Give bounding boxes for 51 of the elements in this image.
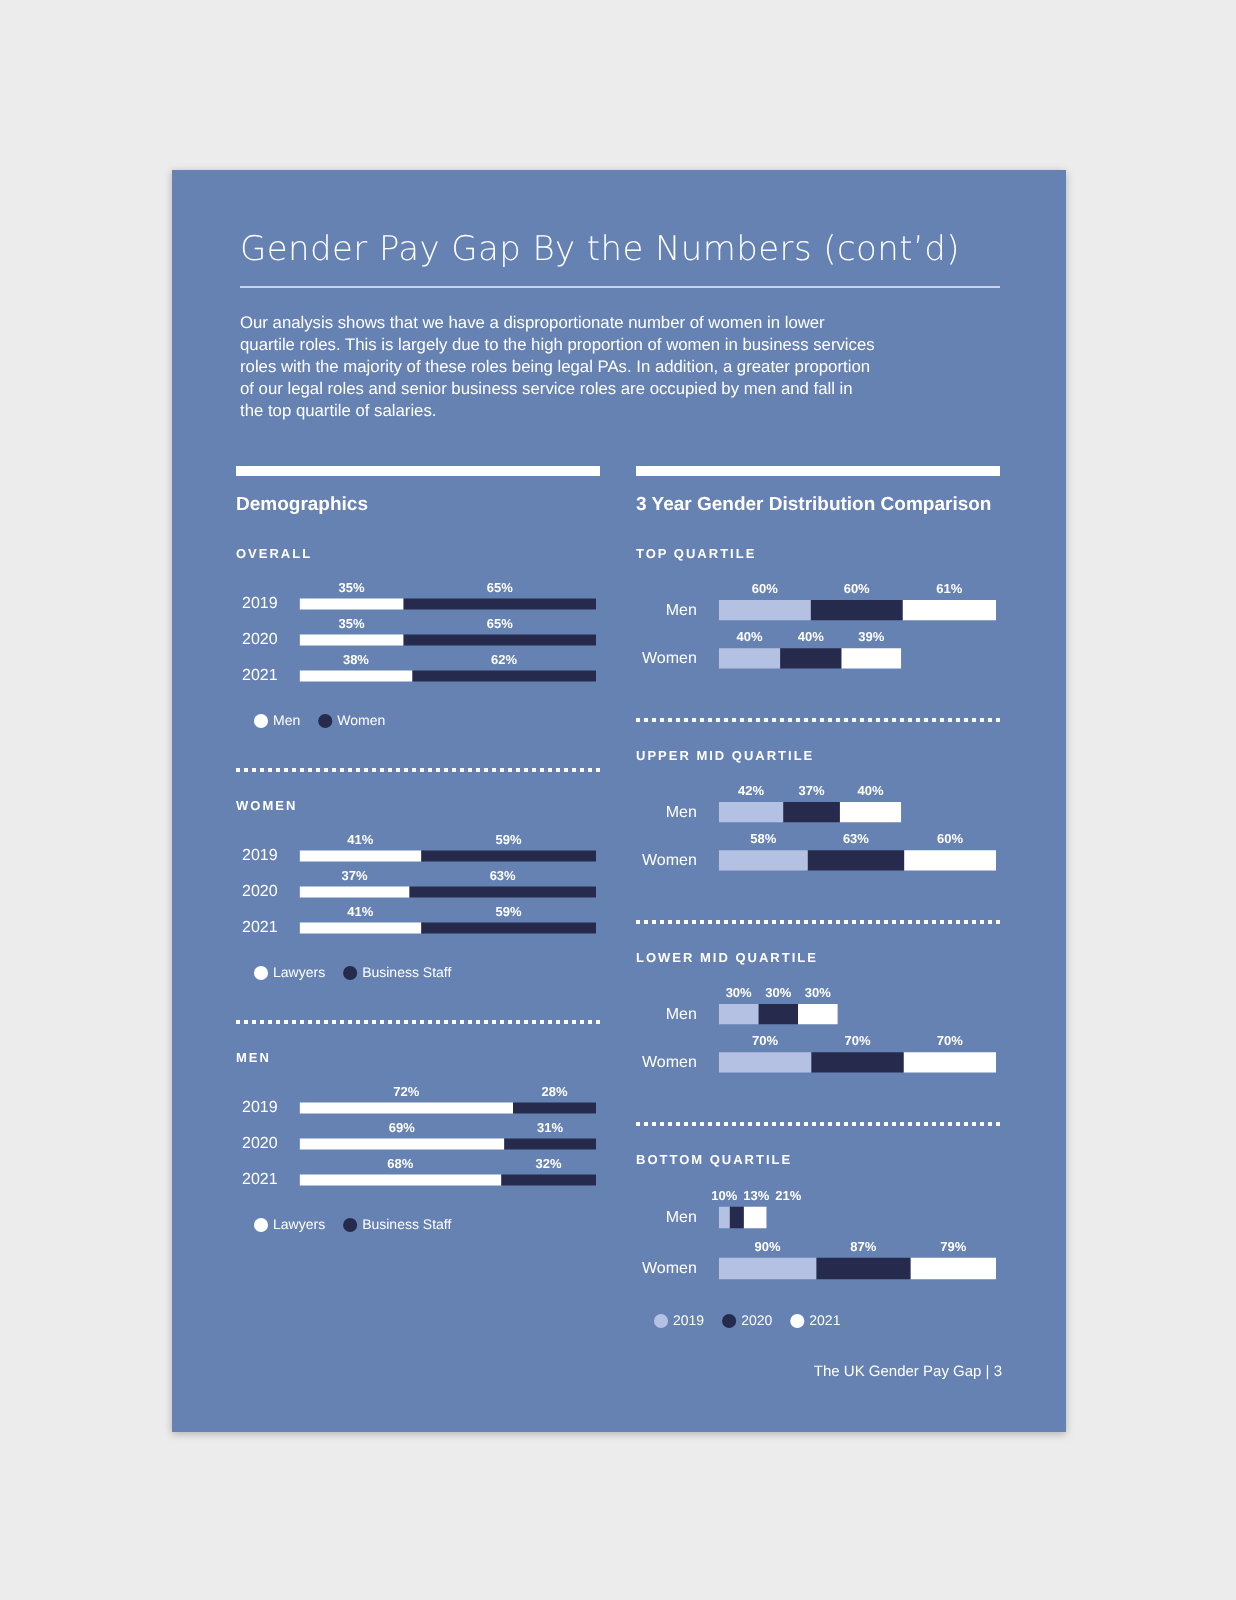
bar (783, 801, 840, 823)
y-tick-label: Women (641, 1052, 697, 1071)
bar (718, 599, 811, 621)
y-tick-label: Men (665, 802, 697, 821)
bar (807, 850, 905, 871)
bar (718, 1206, 730, 1229)
bar (718, 1003, 759, 1025)
bar (718, 1052, 812, 1073)
y-tick-label: 2019 (242, 1098, 279, 1117)
bar (902, 599, 996, 621)
bar (743, 1206, 767, 1229)
bar (718, 850, 808, 871)
bar (729, 1206, 744, 1229)
y-tick-label: 2021 (242, 918, 279, 937)
bar (718, 648, 781, 669)
bar (841, 648, 902, 669)
bar (299, 1138, 505, 1150)
y-tick-label: 2020 (242, 1134, 279, 1153)
bar (504, 1138, 596, 1150)
bar (811, 1052, 904, 1073)
y-tick-label: 2021 (242, 666, 279, 685)
y-tick-label: 2020 (242, 882, 279, 901)
bar (718, 1257, 817, 1280)
bar (718, 801, 784, 823)
bar (810, 599, 903, 621)
bar (780, 648, 842, 669)
chart-title: 3 Year Gender Distribution Comparison (636, 494, 994, 516)
y-tick-label: 2020 (242, 630, 279, 649)
bar (513, 1102, 596, 1114)
y-tick-label: Men (665, 600, 697, 619)
bar (501, 1174, 596, 1186)
y-tick-label: 2019 (242, 594, 279, 613)
y-tick-label: Women (641, 850, 697, 869)
bar (903, 1052, 996, 1073)
y-tick-label: Women (641, 1258, 697, 1277)
y-tick-label: 2021 (242, 1170, 279, 1189)
bar (798, 1003, 838, 1025)
bar (299, 1102, 514, 1114)
bar (910, 1257, 996, 1280)
y-tick-label: Men (665, 1004, 697, 1023)
y-tick-label: Men (665, 1207, 697, 1226)
text: Gender Pay Gap By the Numbers (cont’d) (240, 230, 962, 270)
bar (839, 801, 902, 823)
chart-title: Demographics (236, 494, 370, 516)
bar (816, 1257, 911, 1280)
y-tick-label: Women (641, 648, 697, 667)
text: Our analysis shows that we have a disproportionate number of women in lower quartile roles. This is largely due to the high proportion of women in business services roles with the majority of these roles being legal PAs. In addition, a greater proportion of our legal roles and senior business service roles are occupied by men and fall in the top quartile of salaries. (240, 312, 877, 422)
bar (904, 850, 996, 871)
y-tick-label: 2019 (242, 846, 279, 865)
bar (299, 1174, 502, 1186)
bar (758, 1003, 799, 1025)
